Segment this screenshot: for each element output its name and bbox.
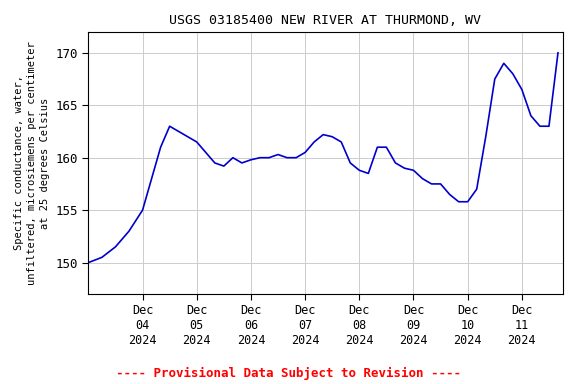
Text: ---- Provisional Data Subject to Revision ----: ---- Provisional Data Subject to Revisio… xyxy=(116,367,460,380)
Title: USGS 03185400 NEW RIVER AT THURMOND, WV: USGS 03185400 NEW RIVER AT THURMOND, WV xyxy=(169,13,482,26)
Y-axis label: Specific conductance, water,
unfiltered, microsiemens per centimeter
at 25 degre: Specific conductance, water, unfiltered,… xyxy=(13,41,50,285)
